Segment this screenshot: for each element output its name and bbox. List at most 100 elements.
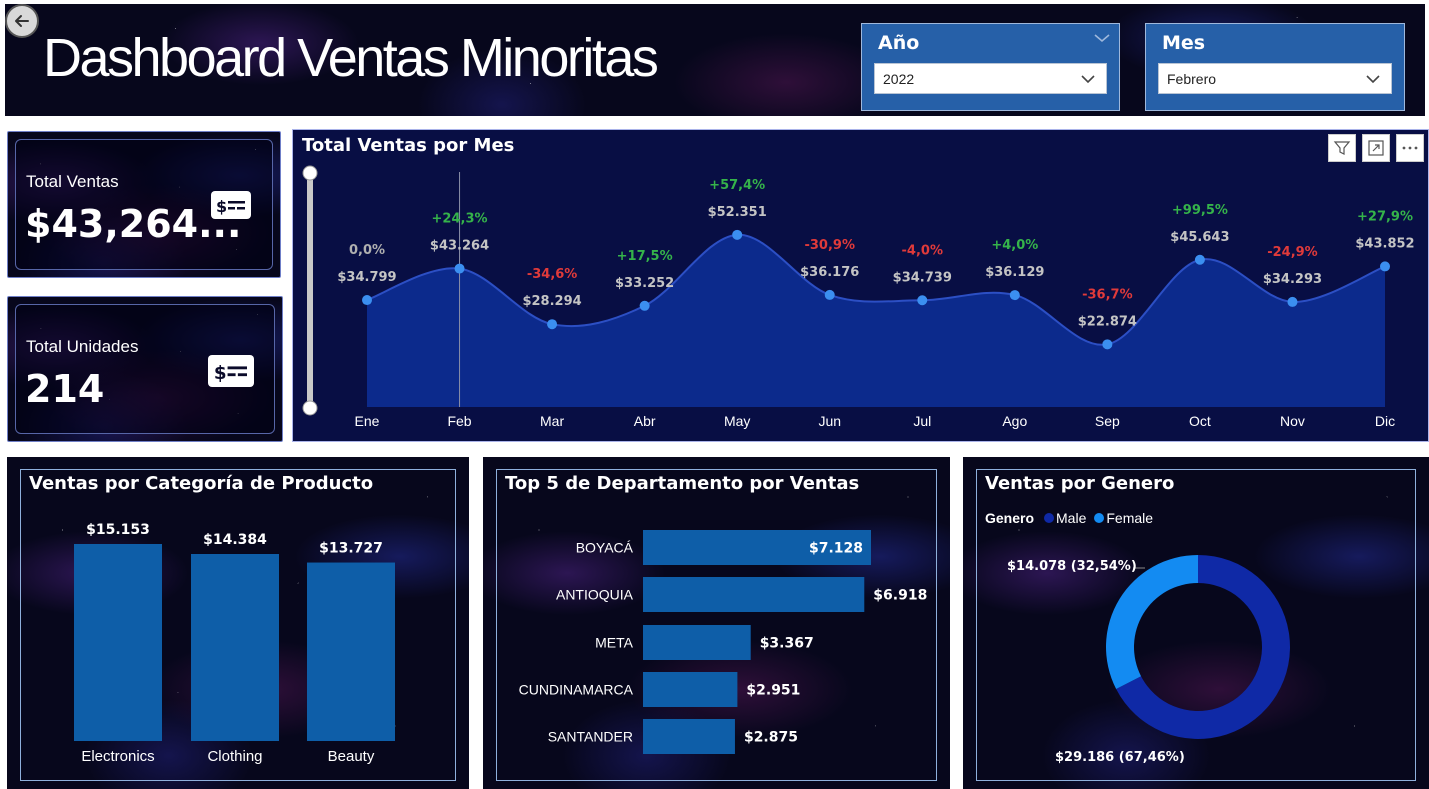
x-tick-label: May	[724, 413, 750, 429]
focus-mode-icon	[1368, 140, 1384, 156]
svg-text:$: $	[216, 197, 227, 216]
chevron-down-icon[interactable]	[1093, 32, 1111, 44]
legend-dot	[1044, 513, 1055, 523]
range-slider-handle-bottom[interactable]	[302, 400, 318, 416]
slice-label: $14.078 (32,54%)	[1007, 559, 1137, 574]
x-tick-label: Clothing	[207, 748, 262, 765]
svg-text:$: $	[214, 363, 227, 384]
bar[interactable]	[307, 562, 395, 741]
slicer-year-value: 2022	[883, 71, 915, 87]
legend-item-female[interactable]: Female	[1094, 510, 1153, 526]
y-tick-label: META	[595, 635, 634, 651]
value-label: $43.264	[430, 239, 489, 254]
bar[interactable]	[643, 719, 735, 754]
chart-title: Total Ventas por Mes	[302, 135, 515, 156]
data-point[interactable]	[547, 319, 558, 330]
value-label: $36.129	[985, 265, 1044, 280]
chart-top-departamentos: BOYACÁ $7.128 ANTIOQUIA $6.918 META $3.367 CUN…	[483, 457, 950, 789]
legend-item-male[interactable]: Male	[1044, 510, 1086, 526]
change-label: -4,0%	[902, 243, 943, 258]
header-banner: Dashboard Ventas Minoritas Año 2022 Mes …	[5, 4, 1425, 116]
change-label: -24,9%	[1267, 245, 1318, 260]
slicer-month-dropdown[interactable]: Febrero	[1158, 63, 1392, 94]
data-point[interactable]	[1287, 296, 1298, 307]
money-icon: $	[208, 355, 254, 387]
y-tick-label: CUNDINAMARCA	[519, 682, 634, 698]
area-chart-svg: $34.799 0,0% Ene $43.264 +24,3% Feb $28.294 -34…	[302, 165, 1415, 429]
chart-ventas-por-mes: $34.799 0,0% Ene $43.264 +24,3% Feb $28.294 -34…	[292, 129, 1429, 442]
x-tick-label: Jun	[818, 413, 841, 429]
y-tick-label: SANTANDER	[548, 729, 633, 745]
change-label: +27,9%	[1357, 209, 1413, 224]
kpi-value: $43,264...	[25, 202, 242, 246]
data-label: $2.951	[746, 683, 800, 699]
kpi-card-total-ventas: Total Ventas $43,264... $	[7, 131, 281, 278]
slicer-year: Año 2022	[861, 23, 1120, 111]
bar[interactable]	[74, 544, 162, 741]
value-label: $52.351	[708, 205, 767, 220]
data-point[interactable]	[1194, 254, 1205, 265]
data-point[interactable]	[454, 263, 465, 274]
more-options-button[interactable]	[1396, 134, 1424, 162]
data-point[interactable]	[917, 295, 928, 306]
more-options-icon	[1402, 146, 1418, 150]
y-tick-label: BOYACÁ	[576, 540, 634, 556]
value-label: $33.252	[615, 276, 674, 291]
data-label: $13.727	[319, 541, 383, 557]
data-point[interactable]	[732, 229, 743, 240]
value-label: $45.643	[1170, 230, 1229, 245]
filter-icon	[1333, 141, 1351, 155]
focus-mode-button[interactable]	[1362, 134, 1390, 162]
data-point[interactable]	[1380, 261, 1390, 272]
x-tick-label: Sep	[1095, 413, 1120, 429]
x-tick-label: Oct	[1189, 413, 1211, 429]
hbar-chart-svg: BOYACÁ $7.128 ANTIOQUIA $6.918 META $3.367 CUN…	[519, 530, 927, 754]
filter-button[interactable]	[1328, 134, 1356, 162]
value-label: $34.293	[1263, 272, 1322, 287]
data-point[interactable]	[1009, 290, 1020, 301]
bar[interactable]	[643, 625, 751, 660]
chevron-down-icon	[1081, 75, 1095, 84]
x-tick-label: Feb	[447, 413, 471, 429]
x-tick-label: Abr	[634, 413, 656, 429]
bar[interactable]	[643, 672, 738, 707]
change-label: -36,7%	[1082, 287, 1133, 302]
back-button[interactable]	[5, 4, 39, 38]
x-tick-label: Nov	[1280, 413, 1305, 429]
kpi-label: Total Unidades	[26, 337, 139, 356]
chart-ventas-por-genero: $29.186 (67,46%) $14.078 (32,54%) Ventas …	[963, 457, 1429, 789]
change-label: 0,0%	[349, 243, 385, 258]
bar[interactable]	[191, 553, 279, 741]
range-slider-track[interactable]	[307, 173, 313, 408]
dashboard-title: Dashboard Ventas Minoritas	[43, 28, 659, 88]
y-tick-label: ANTIOQUIA	[556, 587, 634, 603]
kpi-card-total-unidades: Total Unidades 214 $	[7, 296, 283, 442]
chevron-down-icon	[1366, 75, 1380, 84]
x-tick-label: Electronics	[81, 748, 154, 765]
data-point[interactable]	[1102, 339, 1113, 350]
chart-title: Ventas por Categoría de Producto	[29, 473, 374, 494]
bar[interactable]	[643, 530, 871, 565]
value-label: $34.799	[337, 270, 396, 285]
data-point[interactable]	[639, 300, 650, 311]
chart-title: Top 5 de Departamento por Ventas	[505, 473, 860, 494]
slicer-year-dropdown[interactable]: 2022	[874, 63, 1107, 94]
change-label: -30,9%	[804, 238, 855, 253]
x-tick-label: Jul	[913, 413, 931, 429]
data-point[interactable]	[362, 295, 372, 306]
data-label: $3.367	[760, 636, 814, 652]
kpi-label: Total Ventas	[26, 172, 119, 191]
donut-slice-male[interactable]	[1116, 555, 1290, 739]
chart-title: Ventas por Genero	[985, 473, 1175, 494]
change-label: +24,3%	[432, 212, 488, 227]
data-point[interactable]	[824, 289, 835, 300]
data-label: $6.918	[873, 588, 927, 604]
legend: Genero Male Female	[985, 510, 1157, 526]
donut-slice-female[interactable]	[1106, 555, 1198, 689]
data-label: $2.875	[744, 730, 798, 746]
bar[interactable]	[643, 577, 865, 612]
bar-chart-svg: $15.153 Electronics $14.384 Clothing $13.727…	[74, 522, 395, 765]
legend-label: Male	[1056, 510, 1087, 526]
range-slider-handle-top[interactable]	[302, 165, 318, 181]
money-icon: $	[211, 191, 251, 219]
